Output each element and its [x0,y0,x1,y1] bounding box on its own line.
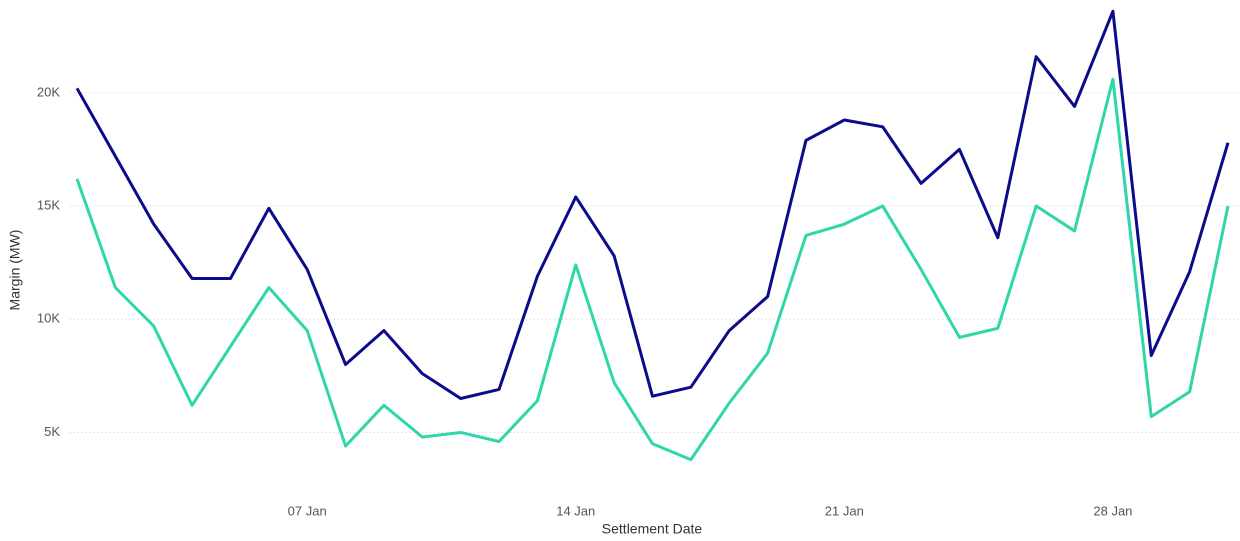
line [75,9,1230,400]
x-tick-label: 07 Jan [288,503,327,518]
y-tick-label: 15K [37,197,60,212]
x-tick-label: 21 Jan [825,503,864,518]
y-tick-label: 20K [37,84,60,99]
x-axis-title: Settlement Date [602,521,703,537]
y-tick-label: 5K [44,424,60,439]
x-tick-label: 28 Jan [1093,503,1132,518]
line [75,77,1230,462]
y-axis-title: Margin (MW) [7,230,23,311]
y-tick-label: 10K [37,311,60,326]
x-tick-label: 14 Jan [556,503,595,518]
